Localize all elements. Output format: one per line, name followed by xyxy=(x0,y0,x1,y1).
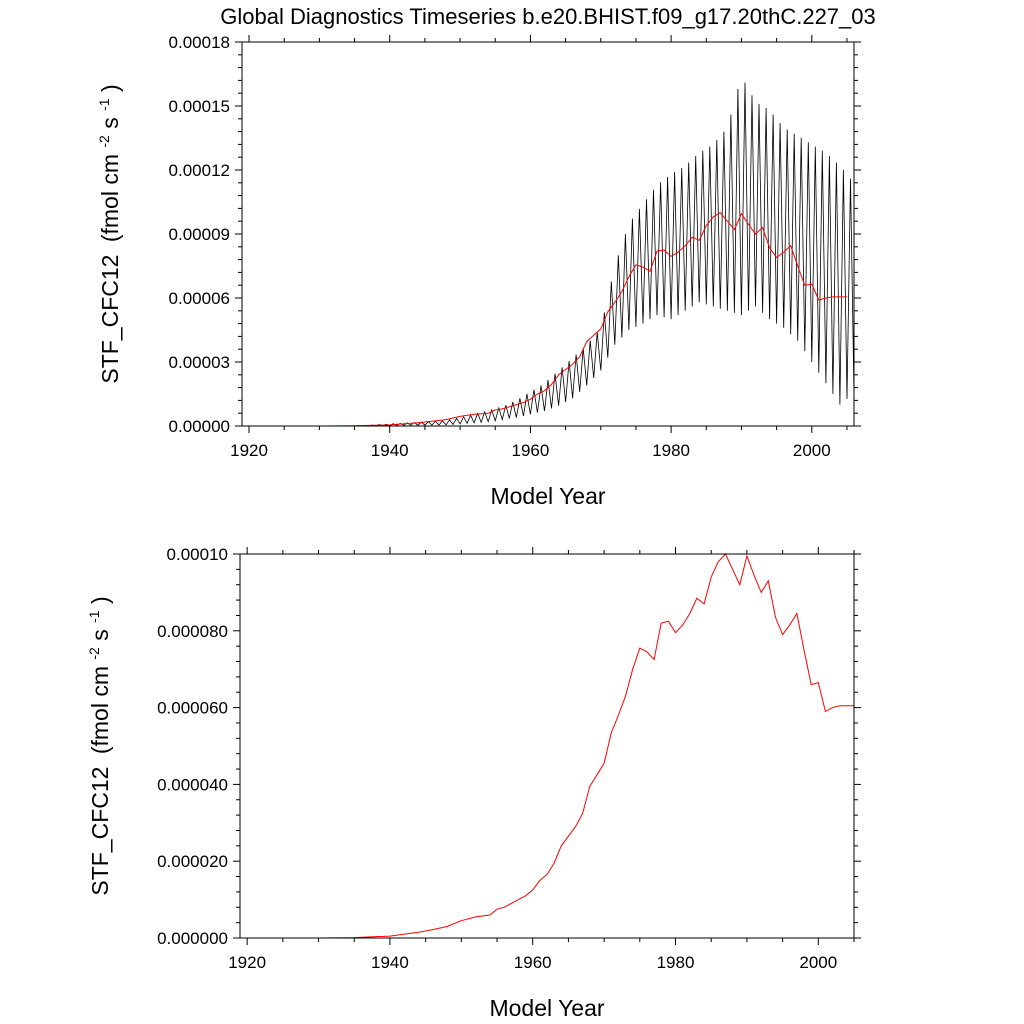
bottom-x-tick-label: 1940 xyxy=(371,953,409,972)
top-y-tick-label: 0.00000 xyxy=(169,417,230,436)
top-y-tick-label: 0.00018 xyxy=(169,33,230,52)
bottom-x-axis-label: Model Year xyxy=(489,995,604,1021)
bottom-series-layer xyxy=(240,553,854,939)
bottom-y-tick-label: 0.000020 xyxy=(157,852,228,871)
top-plot-frame xyxy=(241,41,855,427)
top-x-tick-label: 1960 xyxy=(511,441,549,460)
top-x-tick-label: 2000 xyxy=(793,441,831,460)
bottom-y-tick-label: 0.00010 xyxy=(167,545,228,564)
top-y-tick-label: 0.00003 xyxy=(169,353,230,372)
bottom-panel: 1920 1940 1960 1980 2000 0.000000 0.000020 0.00… xyxy=(78,545,861,1021)
top-y-tick-label: 0.00015 xyxy=(169,97,230,116)
top-y-label-unit-open: (fmol cm xyxy=(97,154,123,242)
bottom-y-tick-label: 0.000040 xyxy=(157,775,228,794)
chart-title: Global Diagnostics Timeseries b.e20.BHIS… xyxy=(220,4,876,29)
top-y-label-exp1: -2 xyxy=(96,135,112,148)
bottom-y-label-unit-open: (fmol cm xyxy=(87,666,113,754)
bottom-x-tick-label: 1960 xyxy=(514,953,552,972)
bottom-x-tick-label: 2000 xyxy=(799,953,837,972)
bottom-ticks-layer: 1920 1940 1960 1980 2000 0.000000 0.000020 0.00… xyxy=(157,545,861,972)
bottom-y-label-exp2: -1 xyxy=(86,610,102,623)
bottom-y-tick-label: 0.000000 xyxy=(157,929,228,948)
bottom-y-label-mid: s xyxy=(87,629,113,641)
bottom-x-tick-label: 1920 xyxy=(228,953,266,972)
top-x-tick-label: 1920 xyxy=(230,441,268,460)
bottom-y-tick-label: 0.000080 xyxy=(157,622,228,641)
bottom-y-axis-label: STF_CFC12 (fmol cm -2 s -1 ) xyxy=(78,596,113,895)
top-y-tick-label: 0.00012 xyxy=(169,161,230,180)
top-y-tick-label: 0.00006 xyxy=(169,289,230,308)
top-y-label-mid: s xyxy=(97,117,123,129)
top-y-tick-label: 0.00009 xyxy=(169,225,230,244)
top-y-label-var: STF_CFC12 xyxy=(97,255,123,384)
top-ticks-layer: 1920 1940 1960 1980 2000 0.00000 0.00003 0.0000… xyxy=(169,33,861,460)
top-series-layer xyxy=(242,82,855,427)
top-annual-series-line xyxy=(242,212,847,427)
top-x-tick-label: 1980 xyxy=(652,441,690,460)
top-y-axis-label: STF_CFC12 (fmol cm -2 s -1 ) xyxy=(88,84,123,383)
bottom-annual-series-line xyxy=(240,553,854,939)
bottom-y-label-unit-close: ) xyxy=(87,596,113,604)
top-y-label-unit-close: ) xyxy=(97,84,123,92)
bottom-plot-frame xyxy=(239,553,855,939)
bottom-x-tick-label: 1980 xyxy=(657,953,695,972)
top-x-tick-label: 1940 xyxy=(371,441,409,460)
top-x-axis-label: Model Year xyxy=(490,483,605,509)
bottom-y-label-exp1: -2 xyxy=(86,647,102,660)
top-monthly-series-line xyxy=(242,82,855,427)
top-panel: 1920 1940 1960 1980 2000 0.00000 0.00003 0.0000… xyxy=(88,33,861,509)
top-y-label-exp2: -1 xyxy=(96,98,112,111)
bottom-y-label-var: STF_CFC12 xyxy=(87,767,113,896)
bottom-y-tick-label: 0.000060 xyxy=(157,699,228,718)
